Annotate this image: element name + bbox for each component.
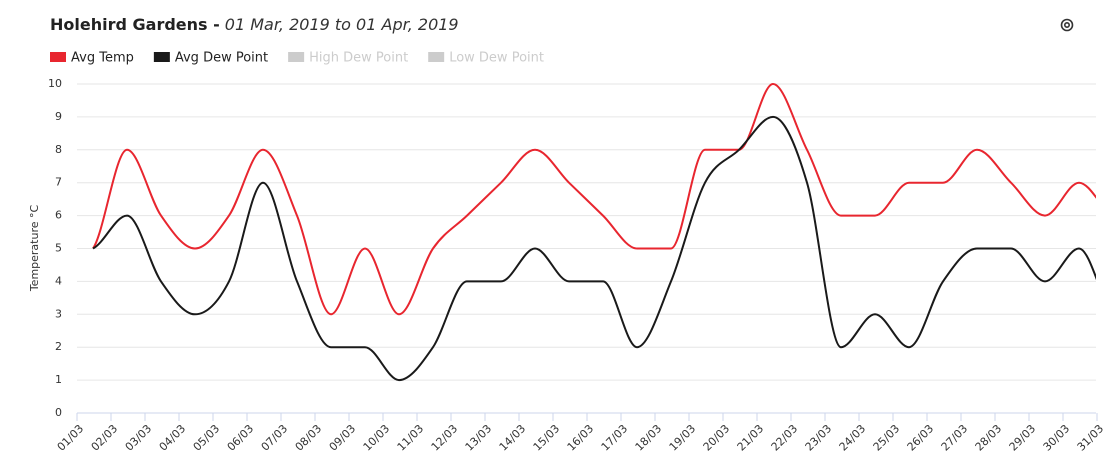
x-tick-label: 30/03 [1041,422,1073,454]
x-tick-label: 22/03 [769,422,801,454]
x-tick-label: 23/03 [803,422,835,454]
x-tick-label: 06/03 [225,422,257,454]
x-tick-label: 28/03 [973,422,1005,454]
y-tick-label: 7 [55,176,62,189]
y-tick-label: 4 [55,274,62,287]
y-tick-label: 9 [55,110,62,123]
gear-hub[interactable] [1063,21,1071,29]
legend-swatch[interactable] [153,52,170,62]
gear[interactable] [1060,18,1074,32]
x-tick-label: 13/03 [463,422,495,454]
legend-label[interactable]: Avg Temp [71,51,134,66]
x-tick-label: 15/03 [531,422,563,454]
x-tick-label: 09/03 [327,422,359,454]
y-tick-label: 0 [55,406,62,419]
series-line [92,115,1096,382]
title: Holehird Gardens - [50,15,220,34]
legend-swatch[interactable] [288,52,305,62]
y-tick-label: 8 [55,143,62,156]
x-tick-label: 08/03 [293,422,325,454]
x-tick-label: 24/03 [837,422,869,454]
x-tick-label: 18/03 [633,422,665,454]
y-tick-label: 2 [55,340,62,353]
x-tick-label: 11/03 [395,422,427,454]
x-tick-label: 25/03 [871,422,903,454]
y-tick-label: 1 [55,373,62,386]
x-tick-label: 01/03 [55,422,87,454]
x-tick-label: 04/03 [157,422,189,454]
x-tick-label: 31/03 [1075,422,1107,454]
subtitle: 01 Mar, 2019 to 01 Apr, 2019 [225,15,459,34]
x-tick-label: 16/03 [565,422,597,454]
x-tick-label: 10/03 [361,422,393,454]
y-tick-label: 5 [55,242,62,255]
x-tick-label: 03/03 [123,422,155,454]
x-tick-label: 14/03 [497,422,529,454]
x-tick-label: 21/03 [735,422,767,454]
y-tick-label: 10 [48,77,62,90]
y-tick-label: 6 [55,209,62,222]
settings-icon[interactable] [1060,18,1074,32]
x-tick-label: 20/03 [701,422,733,454]
x-tick-label: 05/03 [191,422,223,454]
legend-label[interactable]: Low Dew Point [449,51,544,66]
x-tick-label: 27/03 [939,422,971,454]
legend-label[interactable]: Avg Dew Point [175,51,268,66]
legend-swatch[interactable] [428,52,445,62]
x-tick-label: 19/03 [667,422,699,454]
legend-swatch[interactable] [50,52,66,62]
legend: Avg Temp Avg Dew Point High Dew Point Low D… [50,51,544,66]
series-line [92,82,1096,316]
legend-label[interactable]: High Dew Point [309,51,408,66]
y-tick-label: 3 [55,307,62,320]
x-tick-label: 26/03 [905,422,937,454]
x-tick-label: 02/03 [89,422,121,454]
x-tick-label: 12/03 [429,422,461,454]
x-tick-label: 07/03 [259,422,291,454]
x-tick-label: 29/03 [1007,422,1039,454]
chart-title: Holehird Gardens - 01 Mar, 2019 to 01 Apr… [50,15,459,34]
y-axis-label: Temperature °C [28,205,41,293]
x-tick-label: 17/03 [599,422,631,454]
